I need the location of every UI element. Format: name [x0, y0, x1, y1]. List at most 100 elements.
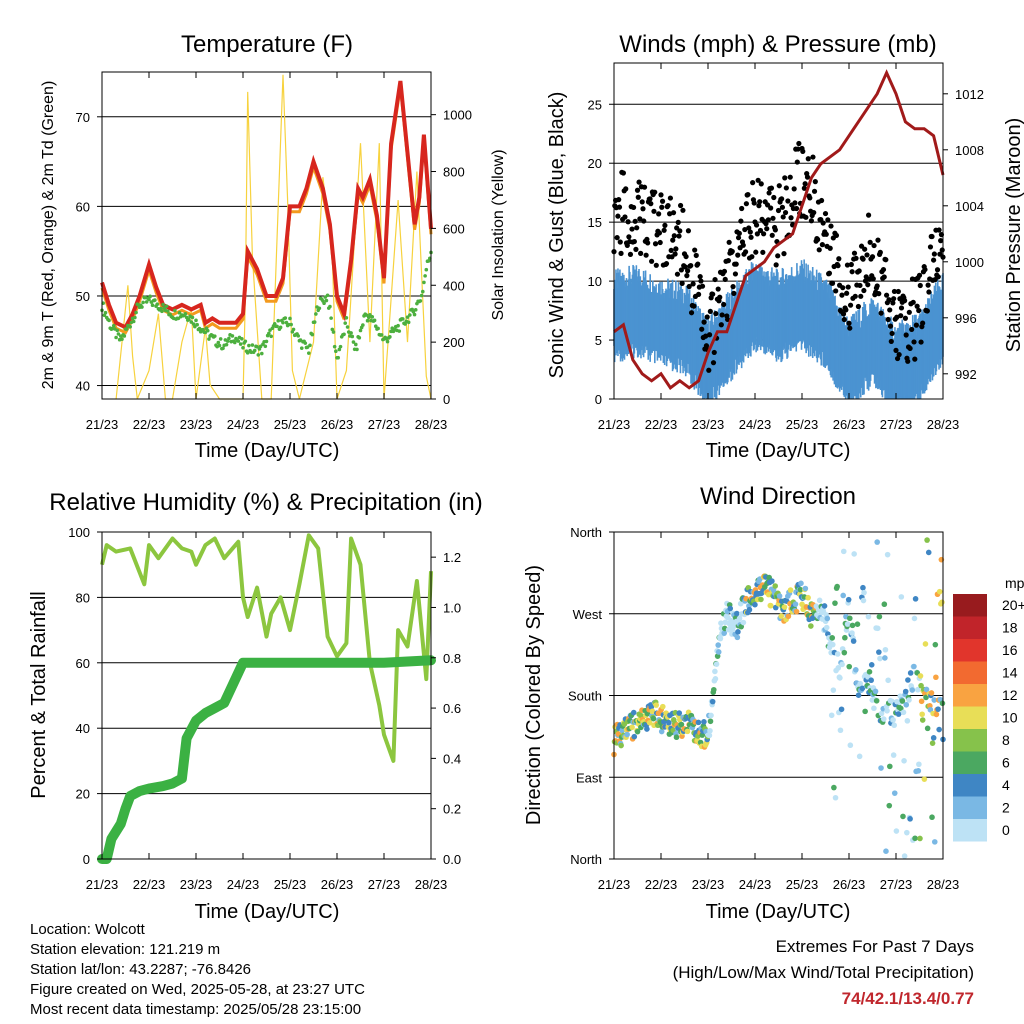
legend-label: 10 [1002, 710, 1018, 726]
gust-point [855, 303, 862, 310]
y2-tick-label: 1000 [955, 255, 984, 270]
direction-point [618, 742, 624, 749]
y2-tick-label: 0.8 [443, 651, 461, 666]
gust-point [616, 197, 622, 203]
direction-point [878, 710, 885, 717]
gust-point [718, 322, 724, 328]
wind-direction-ylabel: Direction (Colored By Speed) [523, 565, 545, 825]
gust-point [712, 276, 718, 283]
dewpoint-point [144, 300, 149, 304]
gust-point [862, 278, 869, 284]
direction-point [933, 674, 939, 681]
legend-swatch [953, 774, 987, 797]
direction-point [874, 539, 880, 545]
dewpoint-point [245, 351, 250, 355]
dewpoint-point [343, 321, 348, 325]
winds-title: Winds (mph) & Pressure (mb) [619, 31, 936, 58]
y2-tick-label: 0.4 [443, 751, 461, 766]
dewpoint-point [187, 317, 191, 322]
dewpoint-point [338, 344, 343, 349]
direction-point [860, 597, 867, 604]
dewpoint-point [148, 294, 152, 299]
direction-point [930, 735, 937, 741]
gust-point [615, 213, 621, 219]
direction-point [802, 585, 809, 592]
x-tick-label: 25/23 [786, 877, 819, 892]
station-latlon: Station lat/lon: 43.2287; -76.8426 [30, 961, 252, 978]
gust-point [772, 227, 778, 233]
gust-point [662, 222, 668, 228]
gust-point [779, 196, 785, 202]
gust-point [867, 239, 873, 245]
dewpoint-point [308, 343, 312, 348]
dewpoint-point [238, 342, 243, 346]
dewpoint-point [408, 313, 412, 317]
gust-point [782, 209, 789, 216]
dewpoint-point [177, 311, 182, 315]
gust-point [846, 320, 852, 326]
x-tick-label: 28/23 [927, 877, 960, 892]
direction-point [871, 705, 877, 712]
x-tick-label: 24/23 [739, 417, 772, 432]
gust-point [757, 227, 764, 234]
dewpoint-point [424, 267, 429, 272]
direction-point [778, 613, 785, 619]
direction-point [619, 727, 626, 734]
direction-point [658, 728, 665, 735]
dewpoint-point [358, 328, 363, 333]
dewpoint-point [276, 318, 281, 323]
gust-point [704, 314, 710, 320]
dewpoint-point [207, 337, 211, 341]
gust-point [764, 226, 770, 232]
y-tick-label: 80 [76, 590, 90, 605]
direction-point [712, 676, 719, 682]
gust-point [911, 339, 917, 345]
dewpoint-point [385, 339, 390, 344]
dewpoint-point [412, 312, 417, 317]
dewpoint-point [284, 320, 289, 325]
y-tick-label: South [568, 689, 602, 704]
direction-point [899, 698, 906, 704]
gust-point [690, 281, 696, 287]
gust-point [740, 242, 746, 248]
gust-point [887, 307, 893, 313]
gust-point [622, 214, 628, 220]
gust-point [934, 267, 941, 273]
direction-point [872, 688, 879, 695]
legend-swatch [953, 661, 987, 684]
gust-point [618, 250, 624, 256]
direction-point [785, 613, 792, 620]
wind-direction-xlabel: Time (Day/UTC) [706, 901, 851, 923]
direction-point [882, 646, 889, 653]
direction-point [897, 705, 904, 712]
legend-label: 6 [1002, 755, 1010, 771]
station-location: Location: Wolcott [30, 921, 145, 938]
direction-point [699, 732, 706, 738]
gust-point [735, 235, 742, 241]
gust-point [635, 194, 641, 200]
x-tick-label: 28/23 [415, 877, 448, 892]
x-tick-label: 22/23 [645, 417, 678, 432]
direction-point [829, 635, 836, 641]
gust-point [935, 274, 941, 280]
gust-point [636, 179, 642, 185]
direction-point [841, 649, 848, 656]
direction-point [737, 600, 744, 607]
dewpoint-point [349, 331, 353, 335]
y-tick-label: 40 [76, 721, 90, 736]
y2-tick-label: 1.2 [443, 550, 461, 565]
direction-point [861, 589, 867, 596]
gust-point [703, 333, 709, 339]
legend-label: 12 [1002, 687, 1018, 703]
gust-point [780, 214, 786, 220]
direction-point [916, 761, 922, 768]
gust-point [729, 248, 735, 255]
gust-point [719, 312, 725, 318]
temperature-ylabel: 2m & 9m T (Red, Orange) & 2m Td (Green) [40, 81, 57, 390]
dewpoint-point [120, 337, 124, 342]
dewpoint-point [153, 298, 157, 302]
gust-point [701, 319, 707, 325]
dewpoint-point [255, 344, 259, 349]
gust-point [775, 207, 782, 214]
x-tick-label: 21/23 [86, 877, 119, 892]
